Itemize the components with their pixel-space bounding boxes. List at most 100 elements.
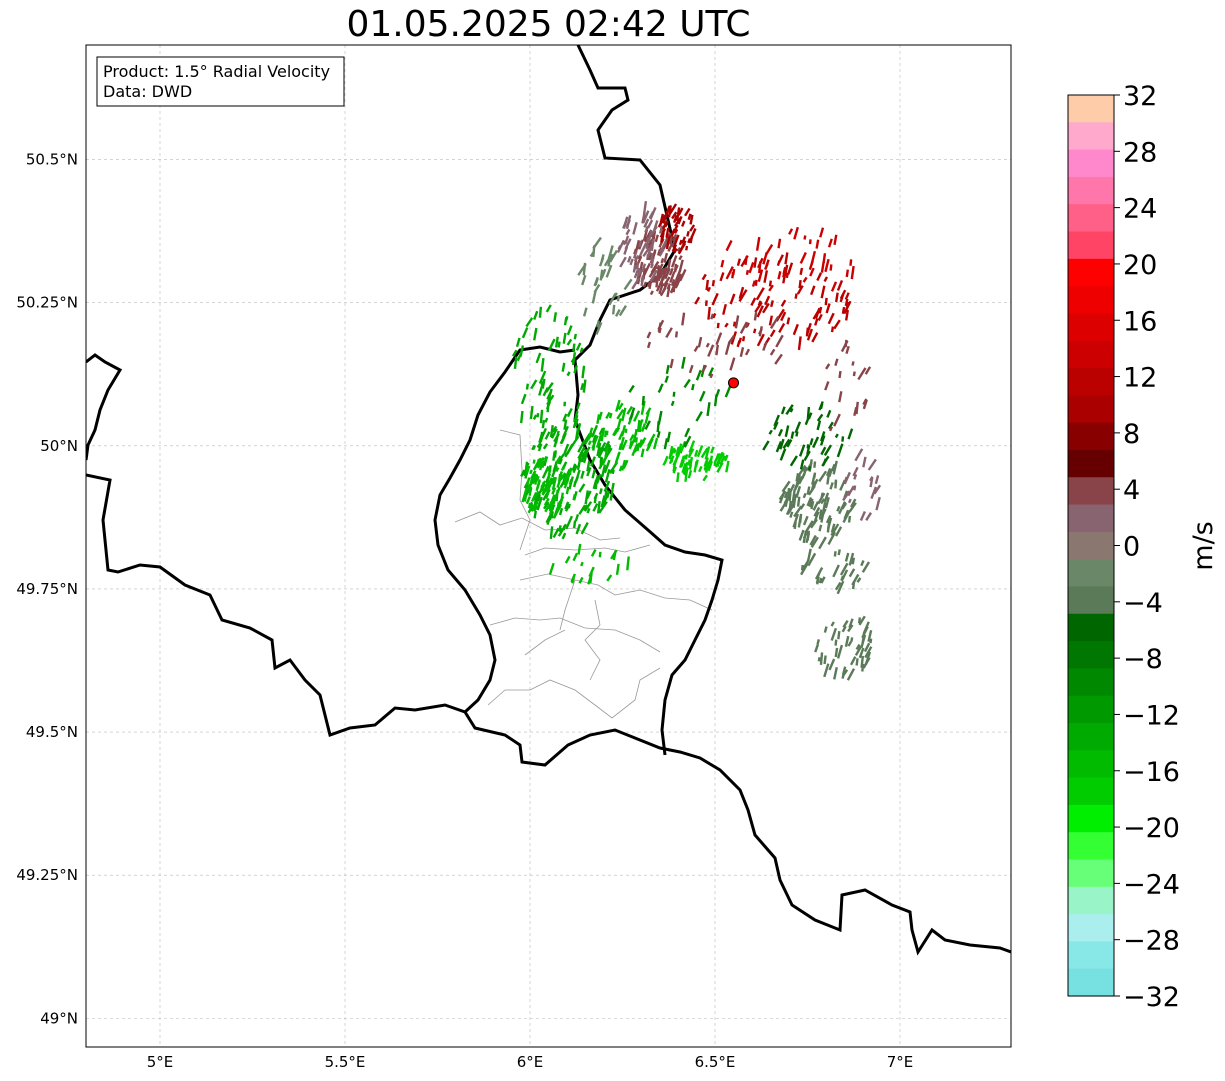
- velocity-echo: [578, 576, 584, 584]
- velocity-echo: [801, 467, 808, 480]
- velocity-echo: [801, 562, 808, 571]
- velocity-echo: [662, 267, 668, 276]
- velocity-echo: [729, 357, 736, 371]
- velocity-echo: [822, 253, 827, 264]
- colorbar-segment: [1068, 504, 1114, 533]
- velocity-echo: [806, 486, 811, 495]
- velocity-echo: [844, 309, 849, 321]
- velocity-echo: [834, 526, 843, 537]
- velocity-echo: [594, 484, 598, 490]
- velocity-echo: [816, 413, 824, 422]
- velocity-echo: [864, 366, 872, 375]
- lon-tick-label: 6.5°E: [695, 1053, 736, 1071]
- velocity-echo: [807, 552, 817, 567]
- velocity-echo: [798, 529, 805, 541]
- velocity-echo: [562, 443, 570, 455]
- velocity-echo: [732, 268, 736, 276]
- velocity-echo: [844, 298, 849, 307]
- colorbar-tick-label: 16: [1123, 306, 1157, 337]
- velocity-echo: [715, 332, 723, 346]
- velocity-echo: [515, 337, 521, 348]
- velocity-echo: [813, 461, 817, 468]
- colorbar-tick-label: 20: [1123, 250, 1157, 281]
- velocity-echo: [775, 441, 783, 453]
- velocity-echo: [834, 647, 839, 658]
- velocity-echo: [618, 443, 623, 451]
- velocity-echo: [616, 295, 620, 302]
- velocity-echo: [612, 550, 617, 561]
- velocity-echo: [679, 268, 687, 282]
- velocity-echo: [678, 239, 683, 246]
- velocity-echo: [805, 322, 812, 335]
- velocity-echo: [780, 311, 787, 322]
- velocity-echo: [797, 336, 802, 351]
- velocity-echo: [816, 272, 823, 281]
- velocity-echo: [665, 227, 670, 238]
- velocity-echo: [585, 490, 592, 500]
- velocity-echo: [727, 335, 735, 344]
- velocity-echo: [841, 673, 845, 679]
- velocity-echo: [824, 258, 830, 273]
- velocity-echo: [853, 473, 858, 480]
- velocity-echo: [789, 407, 794, 413]
- velocity-echo: [830, 523, 840, 537]
- velocity-echo: [519, 345, 525, 357]
- velocity-echo: [645, 407, 652, 416]
- velocity-echo: [819, 227, 825, 238]
- colorbar-segment: [1068, 722, 1114, 751]
- velocity-echo: [668, 267, 674, 276]
- velocity-echo: [662, 276, 671, 287]
- velocity-echo: [542, 443, 549, 450]
- velocity-echo: [823, 626, 828, 633]
- velocity-echo: [572, 343, 576, 352]
- velocity-field: [511, 200, 882, 681]
- velocity-echo: [705, 279, 710, 291]
- velocity-echo: [580, 470, 585, 479]
- velocity-echo: [695, 411, 703, 422]
- velocity-echo: [706, 286, 711, 292]
- velocity-echo: [764, 295, 771, 306]
- latitude-ticks: 50.5°N 50.25°N 50°N 49.75°N 49.5°N 49.25°N 49°…: [16, 151, 78, 1028]
- velocity-echo: [762, 440, 770, 451]
- velocity-echo: [655, 279, 659, 288]
- velocity-echo: [786, 317, 791, 325]
- velocity-echo: [644, 410, 650, 424]
- velocity-echo: [625, 228, 631, 236]
- velocity-echo: [525, 383, 530, 390]
- velocity-echo: [633, 410, 641, 422]
- velocity-echo: [673, 217, 682, 227]
- velocity-echo: [677, 207, 684, 216]
- velocity-echo: [778, 491, 786, 504]
- velocity-echo: [719, 455, 727, 466]
- colorbar-tick-label: −8: [1123, 644, 1163, 675]
- velocity-echo: [598, 411, 603, 421]
- velocity-echo: [666, 259, 672, 273]
- velocity-echo: [527, 484, 531, 490]
- velocity-echo: [525, 317, 534, 328]
- velocity-echo: [715, 388, 721, 397]
- colorbar-label: m/s: [1188, 521, 1219, 570]
- velocity-echo: [657, 319, 665, 331]
- velocity-echo: [839, 289, 847, 300]
- velocity-echo: [585, 446, 591, 454]
- velocity-echo: [631, 277, 641, 290]
- velocity-echo: [870, 486, 878, 500]
- velocity-echo: [687, 469, 693, 479]
- velocity-echo: [789, 502, 794, 508]
- germany-border: [573, 45, 724, 756]
- velocity-echo: [656, 264, 661, 270]
- velocity-echo: [669, 358, 674, 369]
- velocity-echo: [744, 322, 749, 329]
- velocity-echo: [681, 220, 686, 227]
- velocity-echo: [674, 331, 679, 338]
- velocity-echo: [520, 469, 526, 477]
- velocity-echo: [625, 215, 632, 230]
- velocity-echo: [780, 406, 786, 415]
- velocity-echo: [543, 484, 548, 493]
- velocity-echo: [564, 504, 571, 512]
- velocity-echo: [822, 458, 827, 466]
- velocity-echo: [646, 244, 653, 259]
- velocity-echo: [681, 312, 686, 326]
- velocity-echo: [699, 390, 706, 402]
- velocity-echo: [678, 255, 683, 261]
